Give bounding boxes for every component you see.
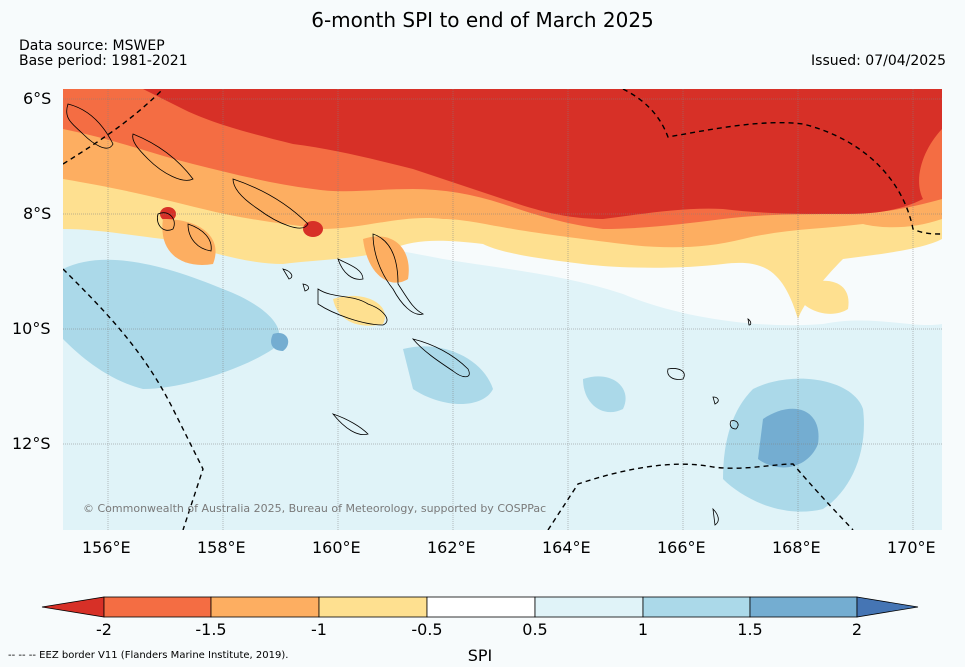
eez-legend-note: -- -- -- EEZ border V11 (Flanders Marine… <box>8 650 289 661</box>
spi-positive-shading <box>63 224 942 530</box>
lon-label-160e: 160°E <box>312 538 361 557</box>
lat-label-8s: 8°S <box>23 204 52 223</box>
lon-label-164e: 164°E <box>542 538 591 557</box>
graticule <box>63 89 942 530</box>
spi-map <box>63 89 942 530</box>
lat-label-12s: 12°S <box>12 434 51 453</box>
colorbar-bin-6 <box>642 596 751 618</box>
lon-label-168e: 168°E <box>772 538 821 557</box>
colorbar-bin-1 <box>103 596 212 618</box>
colorbar-bin-7 <box>749 596 858 618</box>
colorbar-extend-low <box>41 596 105 618</box>
colorbar-tick: 0.5 <box>522 620 548 639</box>
colorbar-bin-2 <box>210 596 320 618</box>
colorbar-tick: 1 <box>637 620 649 639</box>
spi-colorbar <box>41 596 919 618</box>
issued-date: Issued: 07/04/2025 <box>811 53 946 69</box>
eez-border <box>63 89 942 530</box>
lon-label-156e: 156°E <box>82 538 131 557</box>
coastlines <box>66 103 752 526</box>
colorbar-tick: -1.5 <box>195 620 227 639</box>
lon-label-166e: 166°E <box>657 538 706 557</box>
lon-label-162e: 162°E <box>427 538 476 557</box>
colorbar-extend-high <box>856 596 919 618</box>
colorbar-tick: -2 <box>96 620 112 639</box>
map-title: 6-month SPI to end of March 2025 <box>311 8 654 32</box>
colorbar-tick: -0.5 <box>411 620 443 639</box>
data-source: Data source: MSWEP <box>19 38 165 54</box>
spi-negative-shading <box>63 89 942 326</box>
colorbar-bin-4 <box>426 596 536 618</box>
colorbar-tick: -1 <box>311 620 327 639</box>
colorbar-tick: 1.5 <box>737 620 763 639</box>
lat-label-10s: 10°S <box>12 319 51 338</box>
base-period: Base period: 1981-2021 <box>19 53 188 69</box>
lat-label-6s: 6°S <box>23 89 52 108</box>
lon-label-158e: 158°E <box>197 538 246 557</box>
colorbar-bin-3 <box>318 596 428 618</box>
copyright-notice: © Commonwealth of Australia 2025, Bureau… <box>83 502 547 515</box>
colorbar-tick: 2 <box>851 620 863 639</box>
lon-label-170e: 170°E <box>887 538 936 557</box>
colorbar-title: SPI <box>467 646 493 665</box>
colorbar-bin-5 <box>534 596 644 618</box>
